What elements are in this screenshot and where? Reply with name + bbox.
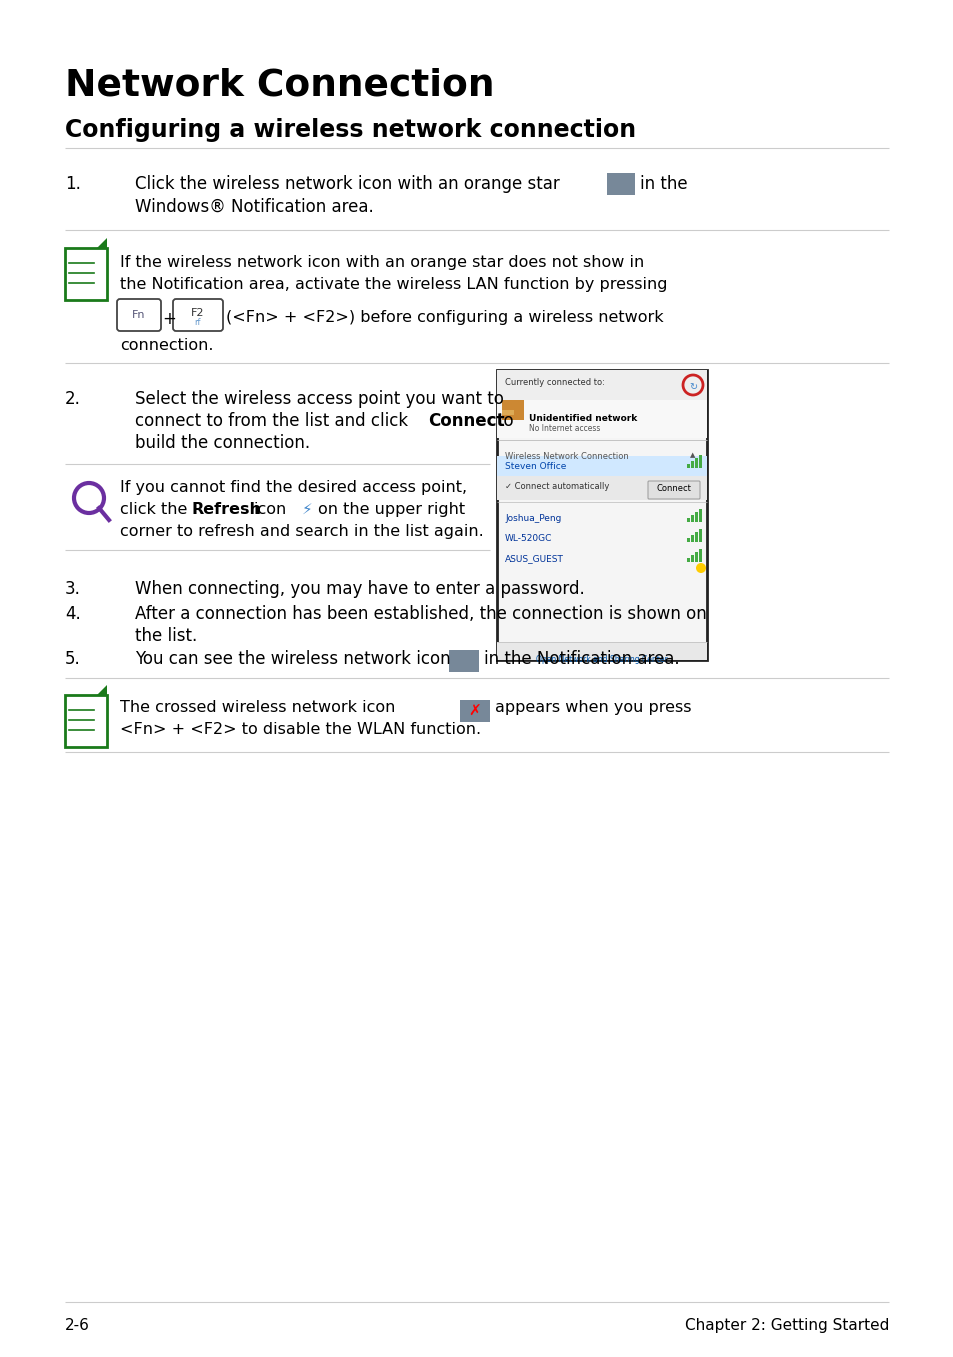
Text: Fn: Fn bbox=[132, 309, 146, 320]
Text: connect to from the list and click: connect to from the list and click bbox=[135, 413, 413, 430]
Bar bbox=[695, 552, 698, 562]
Bar bbox=[459, 700, 490, 722]
Text: (<Fn> + <F2>) before configuring a wireless network: (<Fn> + <F2>) before configuring a wirel… bbox=[226, 309, 663, 324]
Text: ↻: ↻ bbox=[688, 383, 697, 392]
Bar bbox=[690, 555, 693, 562]
Bar bbox=[497, 476, 706, 499]
Bar bbox=[699, 509, 701, 522]
Text: Configuring a wireless network connection: Configuring a wireless network connectio… bbox=[65, 118, 636, 142]
FancyBboxPatch shape bbox=[117, 299, 161, 331]
Text: Joshua_Peng: Joshua_Peng bbox=[504, 514, 560, 522]
Bar bbox=[695, 532, 698, 541]
Bar bbox=[497, 370, 706, 660]
Text: F2: F2 bbox=[191, 308, 205, 318]
Text: ✗: ✗ bbox=[468, 703, 481, 718]
Circle shape bbox=[696, 563, 705, 573]
Bar bbox=[686, 518, 689, 522]
Text: click the: click the bbox=[120, 502, 193, 517]
Text: No Internet access: No Internet access bbox=[529, 423, 599, 433]
Text: Open Network and Sharing Center: Open Network and Sharing Center bbox=[536, 655, 667, 664]
Text: Network Connection: Network Connection bbox=[65, 68, 494, 104]
Text: 4.: 4. bbox=[65, 605, 81, 623]
Bar bbox=[686, 537, 689, 541]
Text: ✓ Connect automatically: ✓ Connect automatically bbox=[504, 482, 609, 491]
Bar bbox=[501, 400, 523, 421]
Text: Wireless Network Connection: Wireless Network Connection bbox=[504, 452, 628, 461]
Bar bbox=[686, 558, 689, 562]
Text: 2.: 2. bbox=[65, 389, 81, 408]
Text: Click the wireless network icon with an orange star: Click the wireless network icon with an … bbox=[135, 175, 559, 193]
Polygon shape bbox=[97, 685, 107, 695]
Bar bbox=[497, 642, 706, 660]
Text: to: to bbox=[497, 413, 514, 430]
Text: Connect: Connect bbox=[656, 484, 691, 493]
Text: After a connection has been established, the connection is shown on: After a connection has been established,… bbox=[135, 605, 706, 623]
Text: the list.: the list. bbox=[135, 627, 197, 645]
Text: on the upper right: on the upper right bbox=[317, 502, 465, 517]
Bar bbox=[497, 400, 706, 438]
Bar bbox=[449, 650, 478, 672]
Text: Steven Office: Steven Office bbox=[504, 461, 566, 471]
Text: the Notification area, activate the wireless LAN function by pressing: the Notification area, activate the wire… bbox=[120, 277, 667, 292]
Bar bbox=[686, 464, 689, 468]
Text: corner to refresh and search in the list again.: corner to refresh and search in the list… bbox=[120, 524, 483, 539]
Text: Windows® Notification area.: Windows® Notification area. bbox=[135, 198, 374, 216]
FancyBboxPatch shape bbox=[647, 480, 700, 499]
Bar bbox=[690, 516, 693, 522]
Text: build the connection.: build the connection. bbox=[135, 434, 310, 452]
Text: Connect: Connect bbox=[428, 413, 504, 430]
Bar bbox=[65, 248, 107, 300]
Text: If you cannot find the desired access point,: If you cannot find the desired access po… bbox=[120, 480, 467, 495]
Text: icon: icon bbox=[253, 502, 287, 517]
Text: Chapter 2: Getting Started: Chapter 2: Getting Started bbox=[684, 1318, 888, 1333]
Text: 1.: 1. bbox=[65, 175, 81, 193]
Text: Select the wireless access point you want to: Select the wireless access point you wan… bbox=[135, 389, 503, 408]
Text: in the Notification area.: in the Notification area. bbox=[483, 650, 679, 668]
Text: The crossed wireless network icon: The crossed wireless network icon bbox=[120, 700, 395, 715]
Text: connection.: connection. bbox=[120, 338, 213, 353]
FancyBboxPatch shape bbox=[172, 299, 223, 331]
Text: ASUS_GUEST: ASUS_GUEST bbox=[504, 554, 563, 563]
Text: ▲: ▲ bbox=[689, 452, 695, 459]
Bar bbox=[695, 459, 698, 468]
Bar bbox=[690, 535, 693, 541]
Text: +: + bbox=[162, 309, 175, 328]
Bar bbox=[501, 410, 514, 415]
Text: rf: rf bbox=[194, 318, 201, 327]
Bar bbox=[699, 455, 701, 468]
Text: 3.: 3. bbox=[65, 579, 81, 598]
Polygon shape bbox=[97, 237, 107, 248]
Bar bbox=[699, 550, 701, 562]
Text: appears when you press: appears when you press bbox=[495, 700, 691, 715]
Text: When connecting, you may have to enter a password.: When connecting, you may have to enter a… bbox=[135, 579, 584, 598]
Text: If the wireless network icon with an orange star does not show in: If the wireless network icon with an ora… bbox=[120, 255, 643, 270]
Text: Refresh: Refresh bbox=[192, 502, 262, 517]
Text: 2-6: 2-6 bbox=[65, 1318, 90, 1333]
Bar bbox=[690, 461, 693, 468]
Bar bbox=[497, 370, 706, 400]
Text: ⚡: ⚡ bbox=[302, 502, 313, 517]
Bar bbox=[497, 456, 706, 476]
Bar bbox=[695, 512, 698, 522]
Text: <Fn> + <F2> to disable the WLAN function.: <Fn> + <F2> to disable the WLAN function… bbox=[120, 722, 480, 737]
Bar bbox=[65, 695, 107, 746]
Text: WL-520GC: WL-520GC bbox=[504, 535, 552, 543]
Text: Unidentified network: Unidentified network bbox=[529, 414, 637, 423]
Bar bbox=[606, 172, 635, 195]
Text: Currently connected to:: Currently connected to: bbox=[504, 379, 604, 387]
Text: 5.: 5. bbox=[65, 650, 81, 668]
Text: You can see the wireless network icon: You can see the wireless network icon bbox=[135, 650, 450, 668]
Bar bbox=[699, 529, 701, 541]
Text: in the: in the bbox=[639, 175, 687, 193]
